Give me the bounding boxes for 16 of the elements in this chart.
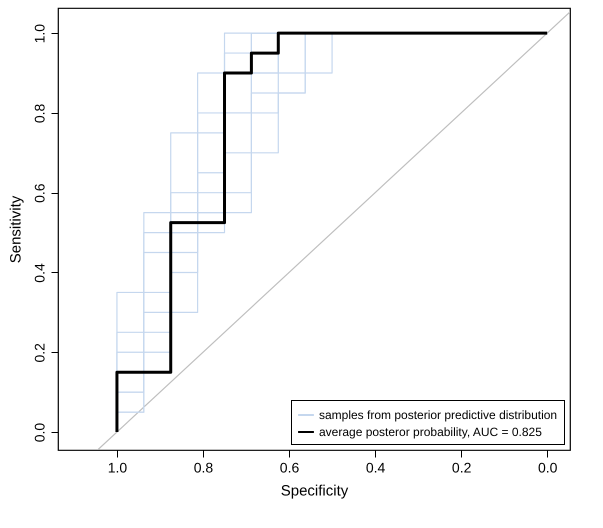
y-axis-title: Sensitivity — [8, 195, 24, 264]
x-tick-label: 0.2 — [452, 460, 472, 476]
x-tick-label: 0.8 — [194, 460, 214, 476]
legend-label: samples from posterior predictive distribution — [319, 408, 558, 422]
y-tick-label: 0.8 — [32, 103, 48, 124]
x-tick-label: 1.0 — [108, 460, 128, 476]
legend-label: average posteror probability, AUC = 0.825 — [319, 425, 542, 439]
x-tick-label: 0.4 — [366, 460, 386, 476]
x-axis-title: Specificity — [280, 482, 349, 500]
x-tick-label: 0.0 — [538, 460, 558, 476]
y-tick-label: 0.6 — [32, 183, 48, 203]
y-tick-label: 0.4 — [32, 263, 48, 283]
y-tick-label: 1.0 — [32, 24, 48, 44]
y-tick-label: 0.0 — [32, 422, 48, 442]
x-tick-label: 0.6 — [280, 460, 300, 476]
y-tick-label: 0.2 — [32, 342, 48, 362]
